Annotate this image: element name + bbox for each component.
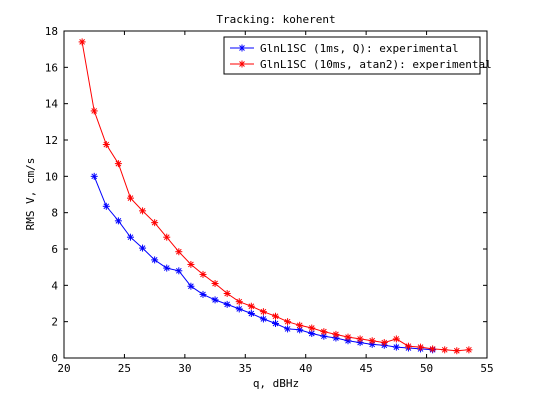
legend-box [223, 36, 481, 75]
series-1-point-15 [259, 308, 267, 316]
legend: GlnL1SC (1ms, Q): experimental GlnL1SC (1… [223, 36, 492, 75]
series-1-point-4 [126, 194, 134, 202]
x-tick-label-0: 20 [57, 362, 70, 375]
series-1-point-3 [114, 160, 122, 168]
series-1-point-24 [368, 337, 376, 345]
series-0-point-9 [199, 290, 207, 298]
series-0-point-0 [90, 172, 98, 180]
series-1-point-10 [199, 270, 207, 278]
chart-title: Tracking: koherent [216, 13, 335, 26]
x-tick-label-7: 55 [480, 362, 493, 375]
series-0-point-12 [235, 305, 243, 313]
series-1-point-20 [320, 328, 328, 336]
x-tick-label-3: 35 [239, 362, 252, 375]
series-0-point-16 [284, 325, 292, 333]
series-1-point-14 [247, 302, 255, 310]
series-1-point-13 [235, 298, 243, 306]
series-1-point-27 [404, 342, 412, 350]
series-0-point-1 [102, 202, 110, 210]
series-1-point-17 [284, 318, 292, 326]
legend-label-1: GlnL1SC (10ms, atan2): experimental [260, 58, 492, 71]
x-tick-label-5: 45 [360, 362, 373, 375]
y-tick-label-4: 8 [51, 207, 58, 220]
y-tick-label-3: 6 [51, 243, 58, 256]
series-0-point-6 [163, 264, 171, 272]
series-0-point-2 [114, 217, 122, 225]
series-1-point-21 [332, 330, 340, 338]
legend-label-0: GlnL1SC (1ms, Q): experimental [260, 42, 459, 55]
series-0-point-5 [151, 256, 159, 264]
series-1-point-5 [139, 207, 147, 215]
series-1-point-19 [308, 324, 316, 332]
x-tick-label-1: 25 [118, 362, 131, 375]
y-tick-label-5: 10 [45, 170, 58, 183]
series-layer [78, 38, 473, 355]
series-0-point-14 [259, 315, 267, 323]
series-1-point-31 [453, 347, 461, 355]
series-0-point-19 [320, 332, 328, 340]
series-0-point-10 [211, 296, 219, 304]
series-1-point-23 [356, 335, 364, 343]
series-1-point-32 [465, 346, 473, 354]
series-0-point-4 [139, 244, 147, 252]
y-tick-label-2: 4 [51, 279, 58, 292]
series-1-point-25 [380, 339, 388, 347]
series-1-point-26 [392, 335, 400, 343]
axes-box [63, 30, 488, 359]
series-1-point-11 [211, 280, 219, 288]
y-tick-label-7: 14 [45, 98, 59, 111]
y-tick-label-8: 16 [45, 61, 58, 74]
series-1-point-6 [151, 219, 159, 227]
series-1-point-22 [344, 333, 352, 341]
series-1-point-16 [272, 312, 279, 320]
series-0-point-11 [223, 300, 231, 308]
series-1-point-12 [223, 290, 231, 298]
series-0-point-7 [175, 267, 183, 275]
y-axis-label: RMS V, cm/s [24, 158, 37, 231]
plot-area: 20 25 30 35 40 45 50 55 0 2 4 6 8 10 12 14 16 18 [45, 25, 494, 375]
series-1-point-0 [78, 38, 86, 46]
x-tick-label-6: 50 [420, 362, 433, 375]
series-1-point-30 [441, 346, 449, 354]
series-1-point-1 [90, 107, 98, 115]
series-1-point-9 [187, 260, 195, 268]
series-0-point-25 [392, 343, 400, 351]
series-1-point-29 [429, 345, 437, 353]
series-1-point-18 [296, 321, 304, 329]
series-1-point-2 [102, 141, 110, 149]
y-tick-label-6: 12 [45, 134, 58, 147]
series-1-point-7 [163, 233, 171, 241]
series-0-point-15 [272, 319, 279, 327]
series-1-point-28 [417, 343, 425, 351]
legend-marker-1 [238, 60, 246, 68]
x-tick-label-4: 40 [299, 362, 312, 375]
y-tick-label-0: 0 [51, 352, 58, 365]
series-0-point-8 [187, 282, 195, 290]
series-0-point-13 [247, 309, 255, 317]
legend-marker-0 [238, 44, 246, 52]
y-tick-label-1: 2 [51, 316, 58, 329]
y-tick-label-9: 18 [45, 25, 58, 38]
series-1-point-8 [175, 248, 183, 256]
x-tick-label-2: 30 [178, 362, 191, 375]
series-0-point-3 [126, 233, 134, 241]
x-axis-label: q, dBHz [253, 377, 299, 390]
